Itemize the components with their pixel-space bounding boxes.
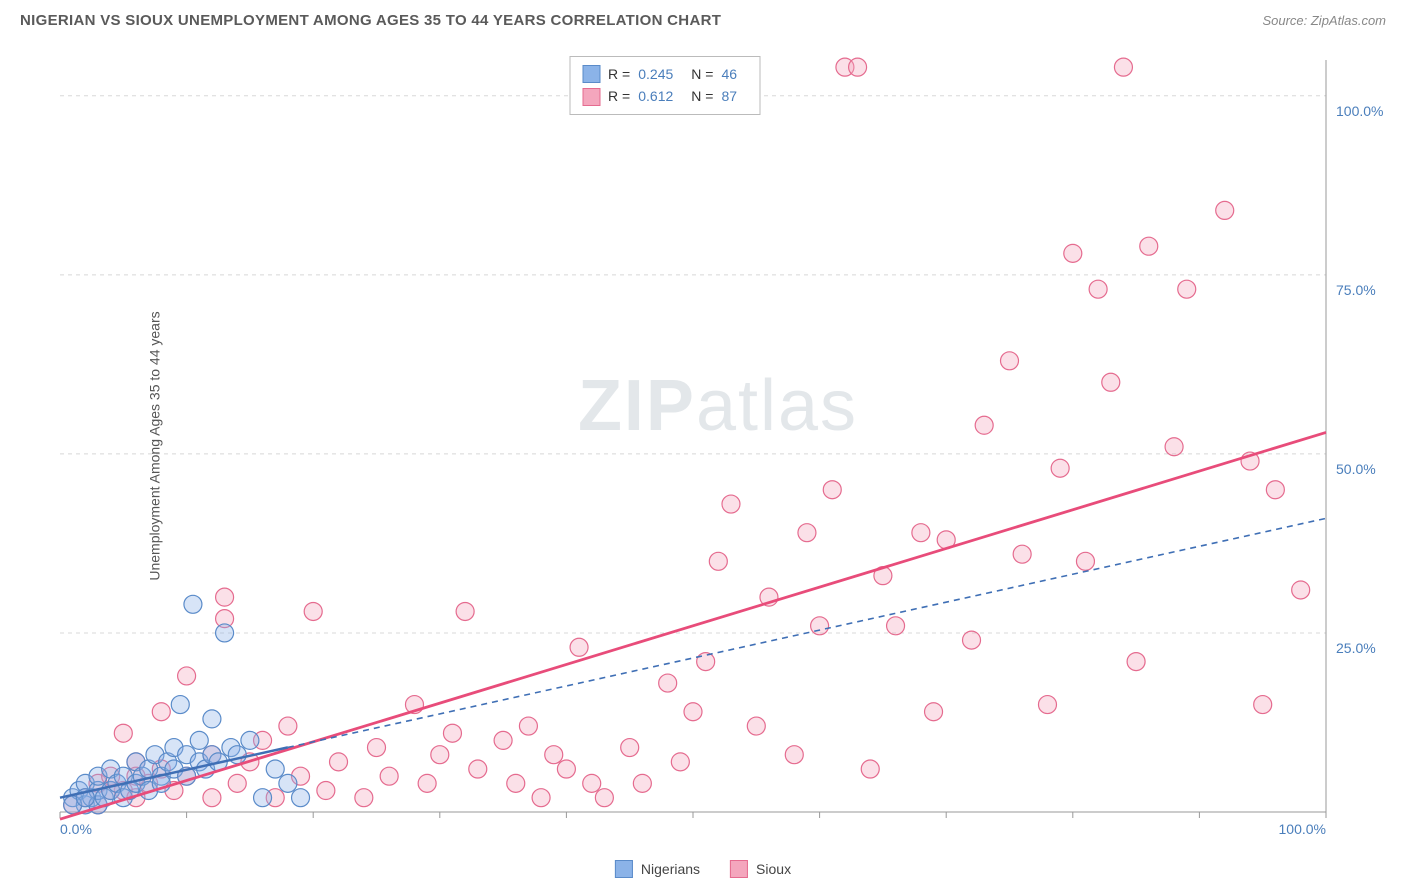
source-label: Source: ZipAtlas.com bbox=[1262, 13, 1386, 28]
swatch-sioux-icon bbox=[730, 860, 748, 878]
svg-text:25.0%: 25.0% bbox=[1336, 640, 1376, 656]
chart-container: Unemployment Among Ages 35 to 44 years 2… bbox=[50, 50, 1386, 842]
legend-row-sioux: R = 0.612 N = 87 bbox=[582, 85, 747, 107]
svg-text:0.0%: 0.0% bbox=[60, 821, 92, 837]
legend-item-nigerians: Nigerians bbox=[615, 860, 700, 878]
swatch-sioux-icon bbox=[582, 88, 600, 106]
series-legend: Nigerians Sioux bbox=[615, 860, 791, 878]
legend-label: Sioux bbox=[756, 861, 791, 877]
svg-text:100.0%: 100.0% bbox=[1279, 821, 1326, 837]
svg-text:50.0%: 50.0% bbox=[1336, 461, 1376, 477]
legend-label: Nigerians bbox=[641, 861, 700, 877]
correlation-legend: R = 0.245 N = 46 R = 0.612 N = 87 bbox=[569, 56, 760, 115]
scatter-plot: 25.0% 50.0% 75.0% 100.0% 0.0% 100.0% bbox=[50, 50, 1386, 842]
swatch-nigerians-icon bbox=[615, 860, 633, 878]
y-axis-label: Unemployment Among Ages 35 to 44 years bbox=[147, 311, 163, 580]
svg-text:100.0%: 100.0% bbox=[1336, 103, 1383, 119]
chart-title: NIGERIAN VS SIOUX UNEMPLOYMENT AMONG AGE… bbox=[20, 12, 721, 29]
svg-text:75.0%: 75.0% bbox=[1336, 282, 1376, 298]
swatch-nigerians-icon bbox=[582, 65, 600, 83]
legend-row-nigerians: R = 0.245 N = 46 bbox=[582, 63, 747, 85]
legend-item-sioux: Sioux bbox=[730, 860, 791, 878]
